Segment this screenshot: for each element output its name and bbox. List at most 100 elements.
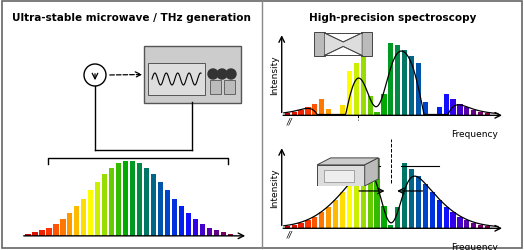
Bar	[436, 200, 442, 228]
Bar	[88, 191, 93, 236]
Text: Ultra-stable microwave / THz generation: Ultra-stable microwave / THz generation	[12, 13, 250, 23]
Bar	[285, 114, 290, 116]
Bar	[485, 114, 490, 116]
Bar	[395, 46, 400, 116]
Bar	[137, 164, 143, 236]
Bar	[172, 199, 177, 236]
Bar	[200, 224, 205, 236]
Text: Intensity: Intensity	[270, 167, 279, 207]
Bar	[409, 57, 414, 116]
Circle shape	[217, 70, 227, 80]
Bar	[67, 214, 72, 236]
Bar	[186, 214, 191, 236]
Bar	[423, 185, 428, 228]
Bar	[81, 199, 86, 236]
Bar	[333, 114, 338, 116]
Bar	[165, 191, 170, 236]
Bar	[25, 234, 30, 236]
Bar	[430, 193, 435, 228]
Bar	[333, 200, 338, 228]
FancyBboxPatch shape	[144, 47, 241, 104]
Bar	[478, 112, 483, 116]
Bar	[224, 81, 235, 94]
Bar	[457, 217, 463, 228]
Bar	[485, 226, 490, 228]
Text: Frequency: Frequency	[107, 249, 158, 250]
Bar	[416, 64, 421, 116]
Bar	[443, 207, 449, 228]
Bar	[443, 94, 449, 116]
Circle shape	[226, 70, 236, 80]
Bar	[60, 220, 66, 236]
Text: High-precision spectroscopy: High-precision spectroscopy	[309, 13, 477, 23]
Bar	[109, 168, 114, 236]
Circle shape	[208, 70, 218, 80]
Bar	[312, 217, 318, 228]
Bar	[478, 225, 483, 228]
Bar	[361, 57, 366, 116]
Bar	[388, 225, 394, 228]
Bar	[395, 207, 400, 228]
Bar	[381, 207, 387, 228]
Bar	[207, 228, 212, 236]
Bar	[144, 168, 149, 236]
Bar	[123, 161, 128, 236]
Bar	[291, 112, 297, 116]
Bar	[130, 161, 135, 236]
Bar	[116, 164, 122, 236]
Polygon shape	[365, 158, 378, 186]
Bar	[375, 158, 379, 228]
Bar	[451, 212, 455, 228]
Bar	[457, 104, 463, 116]
Bar	[471, 110, 476, 116]
Text: Frequency: Frequency	[451, 242, 498, 250]
Bar	[402, 163, 407, 228]
Bar	[305, 220, 311, 228]
FancyBboxPatch shape	[314, 33, 325, 57]
Bar	[367, 96, 373, 116]
Bar	[32, 232, 38, 236]
Bar	[326, 110, 331, 116]
Bar	[299, 110, 303, 116]
Bar	[221, 232, 226, 236]
Bar	[464, 108, 470, 116]
Bar	[340, 105, 345, 116]
Bar	[102, 175, 107, 236]
Bar	[324, 170, 354, 183]
Bar	[151, 175, 156, 236]
Bar	[416, 177, 421, 228]
Bar	[367, 163, 373, 228]
Bar	[299, 223, 303, 228]
Bar	[430, 114, 435, 116]
Bar	[179, 207, 184, 236]
Polygon shape	[317, 165, 365, 186]
Text: Intensity: Intensity	[270, 55, 279, 94]
Bar	[423, 103, 428, 116]
Bar	[381, 94, 387, 116]
Bar	[210, 81, 221, 94]
Bar	[409, 169, 414, 228]
Bar	[354, 177, 359, 228]
Bar	[436, 108, 442, 116]
Bar	[228, 234, 233, 236]
Bar	[291, 225, 297, 228]
Bar	[53, 224, 59, 236]
Bar	[471, 223, 476, 228]
Bar	[347, 185, 352, 228]
Polygon shape	[317, 158, 378, 165]
Bar	[158, 182, 163, 236]
Text: //: //	[287, 118, 292, 126]
FancyBboxPatch shape	[148, 64, 205, 96]
Bar	[312, 104, 318, 116]
Text: Frequency: Frequency	[451, 129, 498, 138]
Bar	[388, 44, 394, 116]
Bar	[319, 212, 324, 228]
Bar	[74, 207, 80, 236]
Bar	[95, 182, 101, 236]
Polygon shape	[324, 34, 362, 56]
Bar	[375, 112, 379, 116]
Text: //: //	[287, 230, 292, 239]
Bar	[305, 108, 311, 116]
Bar	[46, 228, 51, 236]
Bar	[285, 226, 290, 228]
